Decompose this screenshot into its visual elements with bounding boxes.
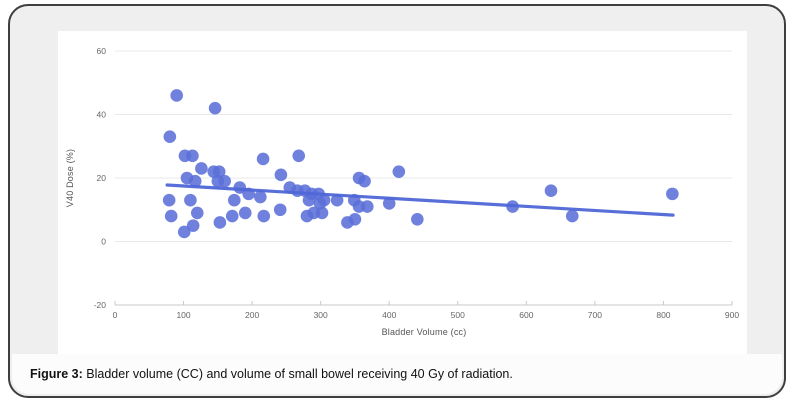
scatter-points [162,89,679,239]
data-point [358,174,371,188]
figure-card: 60 40 20 0 -20 0 100 200 300 400 500 600 700 800 900 V… [8,4,786,398]
data-point [382,197,396,210]
trend [165,183,675,217]
data-point [188,174,202,188]
data-point [163,130,177,144]
y-tick-labels: 60 40 20 0 -20 [94,46,107,310]
figure-caption-text: Bladder volume (CC) and volume of small … [82,367,513,381]
data-point [218,174,231,188]
data-point [341,216,354,229]
data-point [177,225,191,239]
x-tick-label: 300 [314,310,328,320]
data-point [170,89,183,102]
x-tick-label: 200 [245,310,259,320]
data-point [273,203,287,217]
data-point [238,206,252,220]
y-axis-title: V40 Dose (%) [65,148,75,208]
data-point [208,101,222,115]
y-tick-label: 60 [97,46,107,56]
data-point [315,206,329,220]
gridlines [115,50,732,306]
x-axis-title: Bladder Volume (cc) [381,327,467,337]
data-point [213,216,227,229]
data-point [256,152,270,166]
data-point [274,168,288,182]
data-point [565,209,579,223]
x-tick-label: 100 [176,310,190,320]
data-point [164,209,178,223]
trend-line [165,183,675,217]
data-point [302,193,316,207]
x-tick-label: 800 [656,310,670,320]
data-point [411,212,424,226]
x-tick-label: 500 [451,310,465,320]
data-point [195,162,208,175]
data-point [184,193,197,207]
data-point [212,165,226,178]
x-tick-label: 600 [519,310,533,320]
y-tick-label: 40 [97,110,107,120]
data-point [186,149,199,163]
data-point [544,184,558,197]
x-tick-labels: 0 100 200 300 400 500 600 700 800 900 [113,310,740,320]
y-tick-label: 0 [101,237,106,247]
scatter-chart-panel: 60 40 20 0 -20 0 100 200 300 400 500 600 700 800 900 V… [58,31,747,354]
data-point [292,149,306,163]
data-point [162,193,176,207]
data-point [254,190,267,204]
data-point [225,209,239,223]
data-point [330,193,344,207]
x-tick-label: 700 [588,310,602,320]
data-point [186,219,200,232]
x-ticks [114,301,733,305]
y-tick-label: 20 [97,173,107,183]
data-point [392,165,406,178]
x-tick-label: 900 [725,310,739,320]
x-tick-label: 0 [113,310,118,320]
figure-caption-label: Figure 3: [30,367,83,381]
data-point [257,209,271,223]
x-tick-label: 400 [382,310,396,320]
data-point [190,206,204,220]
figure-caption: Figure 3: Bladder volume (CC) and volume… [12,354,782,394]
data-point [666,187,679,201]
data-point [313,197,327,210]
data-point [227,193,241,207]
data-point [360,200,374,213]
y-tick-label: -20 [94,300,107,310]
